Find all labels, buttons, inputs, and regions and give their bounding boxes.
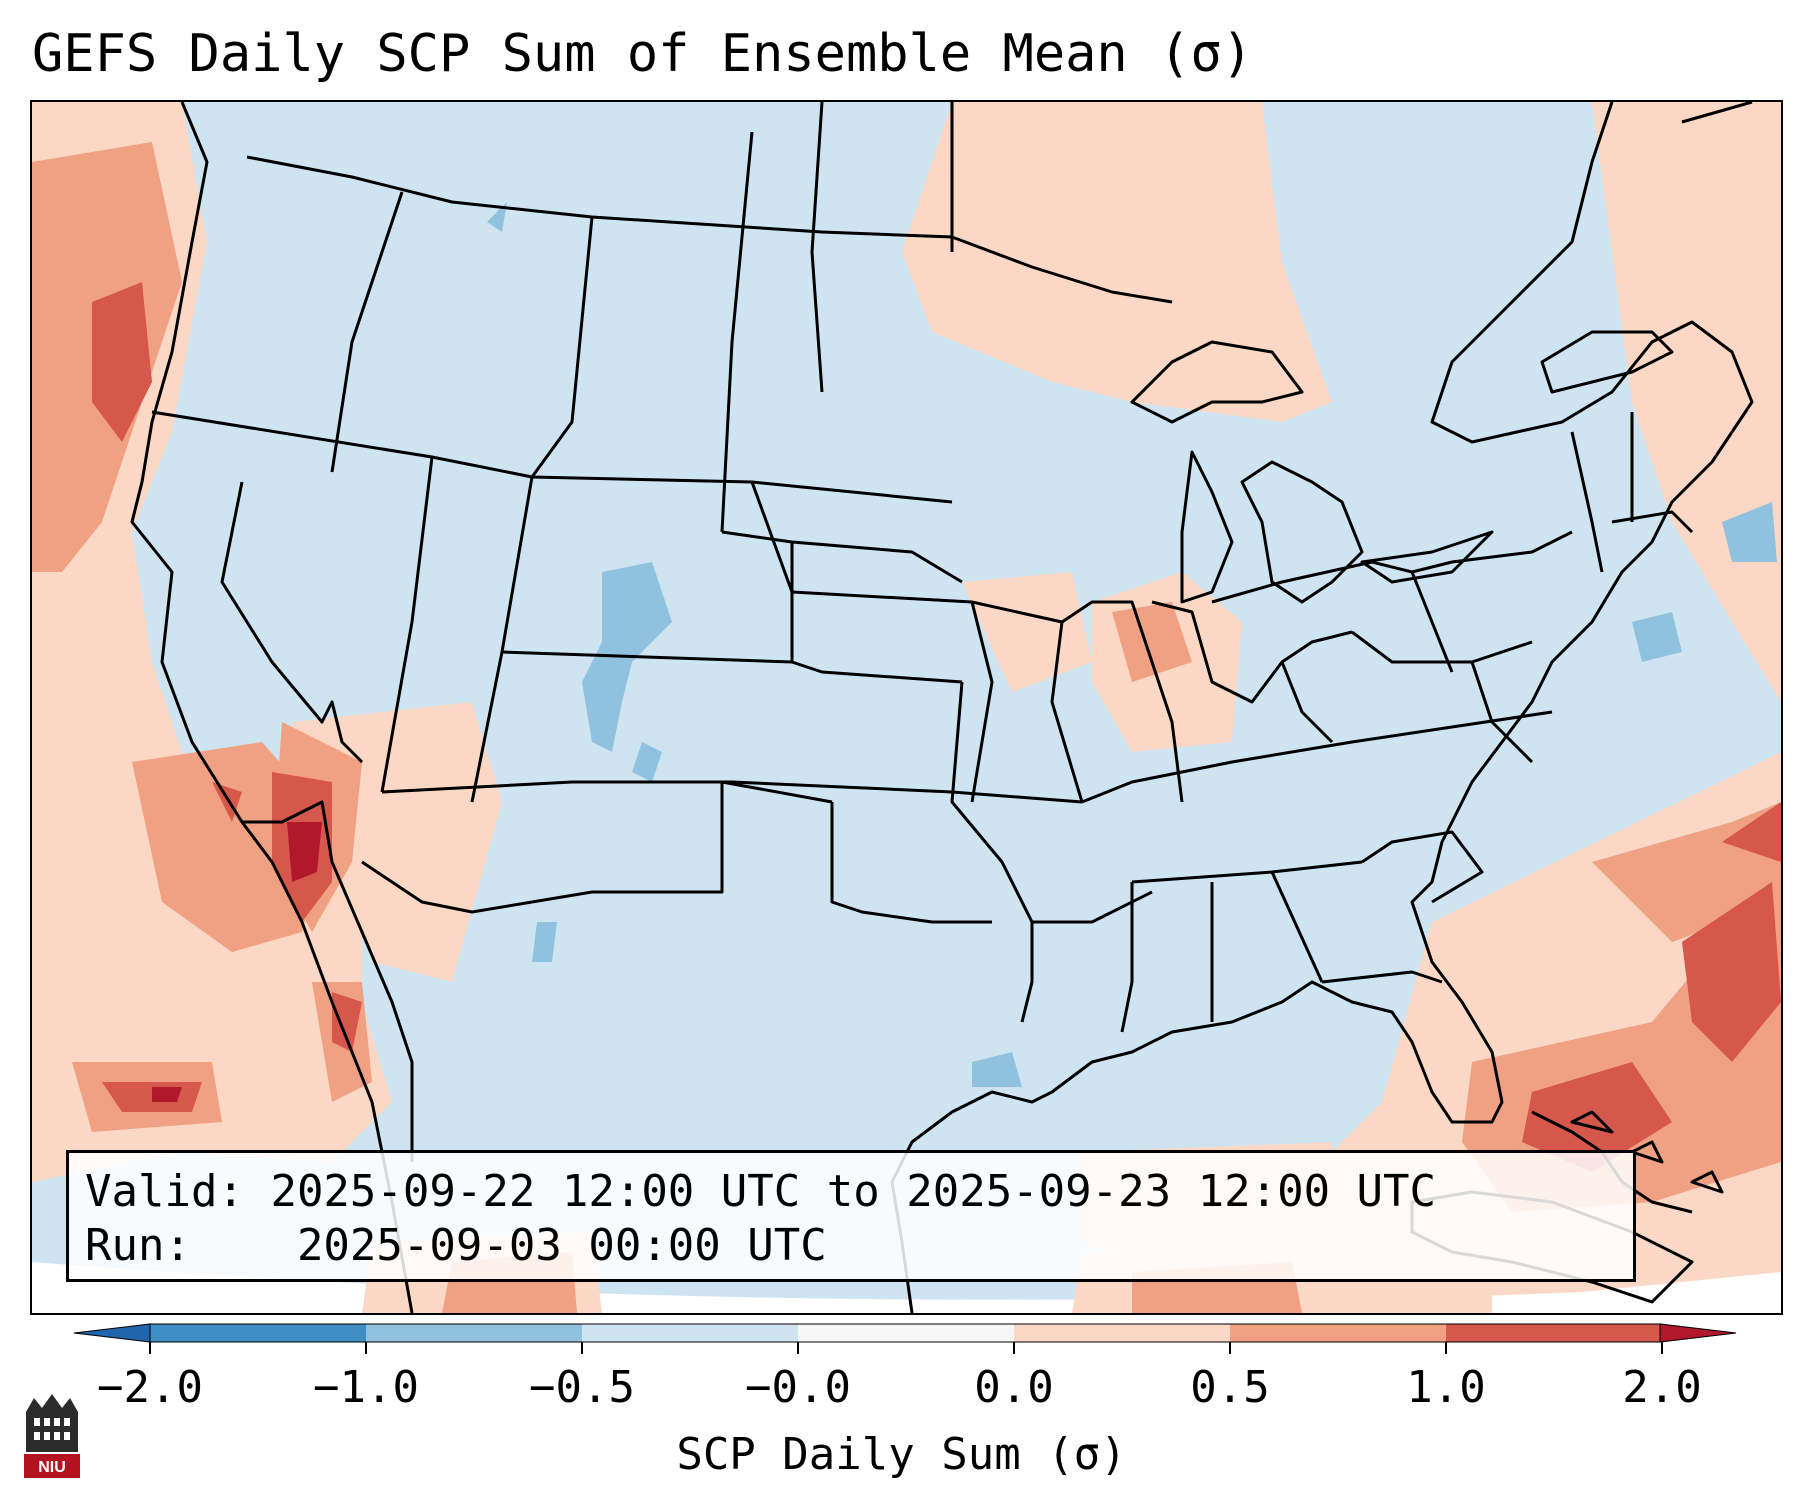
valid-label: Valid: [85, 1166, 244, 1217]
map-panel[interactable] [30, 100, 1783, 1315]
validity-info-box: Valid: 2025-09-22 12:00 UTC to 2025-09-2… [66, 1150, 1636, 1282]
colorbar-tick-label: −0.0 [745, 1362, 851, 1413]
colorbar-over-arrow [1659, 1323, 1737, 1343]
colorbar [73, 1323, 1737, 1354]
colorbar-tick-label: 1.0 [1406, 1362, 1486, 1413]
colorbar-tick-label: 2.0 [1622, 1362, 1702, 1413]
colorbar-label: SCP Daily Sum (σ) [676, 1429, 1127, 1480]
colorbar-under-arrow [73, 1323, 151, 1343]
colorbar-bin [1230, 1324, 1446, 1342]
colorbar-tick-label: −0.5 [529, 1362, 635, 1413]
colorbar-tick-label: 0.0 [974, 1362, 1054, 1413]
valid-value: 2025-09-22 12:00 UTC to 2025-09-23 12:00… [270, 1166, 1437, 1217]
colorbar-bin [1014, 1324, 1230, 1342]
run-value: 2025-09-03 00:00 UTC [296, 1220, 827, 1271]
logo-text: NIU [38, 1459, 66, 1476]
colorbar-bin [366, 1324, 582, 1342]
positive-anomaly-extreme [152, 822, 322, 1102]
figure-title: GEFS Daily SCP Sum of Ensemble Mean (σ) [32, 24, 1253, 84]
political-borders [151, 102, 1694, 1033]
colorbar-bin [1446, 1324, 1662, 1342]
colorbar-tick-label: −2.0 [97, 1362, 203, 1413]
map-canvas [32, 102, 1781, 1313]
valid-line: Valid: 2025-09-22 12:00 UTC to 2025-09-2… [85, 1165, 1633, 1219]
colorbar-tick-label: −1.0 [313, 1362, 419, 1413]
colorbar-bin [582, 1324, 798, 1342]
colorbar-bin [150, 1324, 366, 1342]
colorbar-ticks [149, 1342, 1663, 1354]
run-label: Run: [85, 1220, 191, 1271]
colorbar-bin [798, 1324, 1014, 1342]
niu-logo-icon: NIU [24, 1394, 80, 1478]
colorbar-tick-label: 0.5 [1190, 1362, 1270, 1413]
colorbar-bins [149, 1323, 1663, 1343]
run-line: Run: 2025-09-03 00:00 UTC [85, 1219, 1633, 1273]
